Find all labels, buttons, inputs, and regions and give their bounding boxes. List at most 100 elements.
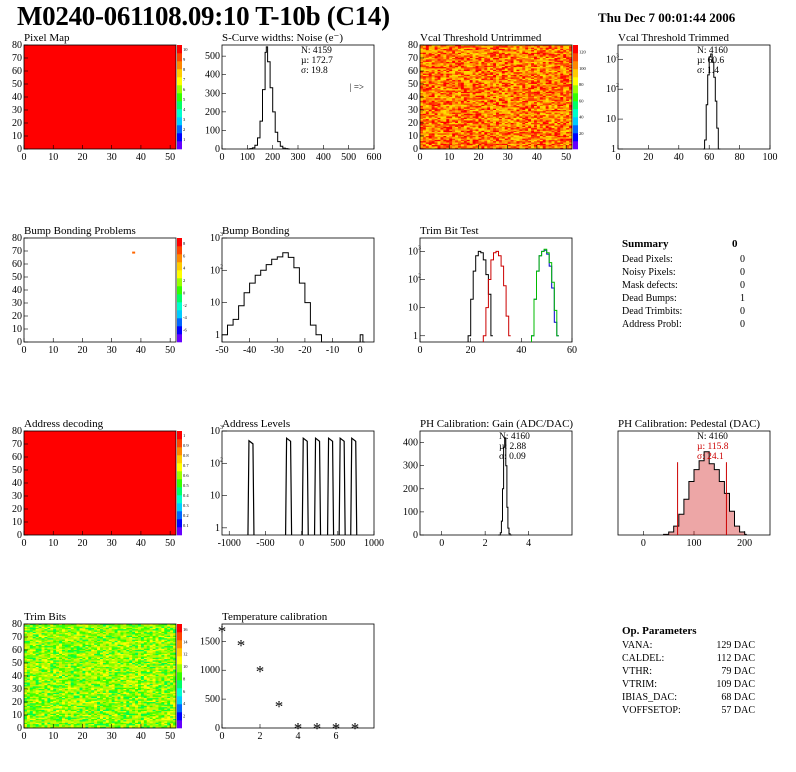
vcal-untrimmed-ytick-label: 0 [413, 144, 418, 155]
temperature-calibration-ytick-label: 500 [205, 694, 220, 705]
bump-bonding-problems-frame [23, 237, 177, 343]
scurve-widths-ytick-label: 100 [205, 125, 220, 136]
address-decoding-palette-tick: 1 [183, 433, 185, 438]
temperature-calibration-point: * [313, 719, 322, 738]
trim-bit-test-ytick-label: 10 [408, 246, 418, 257]
trim-bits-ytick-label: 50 [12, 658, 22, 669]
vcal-trimmed-stat: µ: 60.6 [697, 56, 724, 66]
bump-bonding-xtick-label: -10 [326, 345, 339, 356]
vcal-untrimmed-palette-tick: 20 [579, 131, 584, 136]
ph-gain-ytick-label: 100 [403, 507, 418, 518]
address-decoding-xtick-label: 50 [165, 538, 175, 549]
vcal-untrimmed-ytick-label: 70 [408, 53, 418, 64]
vcal-untrimmed-ytick-label: 30 [408, 105, 418, 116]
scurve-widths-xtick-label: 600 [367, 152, 382, 163]
trim-bit-test-xtick-label: 20 [466, 345, 476, 356]
bump-bonding-problems-title: Bump Bonding Problems [24, 225, 136, 237]
scurve-widths-xtick-label: 400 [316, 152, 331, 163]
scurve-widths-xtick-label: 200 [265, 152, 280, 163]
vcal-trimmed-ytick-label: 10 [606, 114, 616, 125]
scurve-widths-xtick-label: 100 [240, 152, 255, 163]
pixel-map-palette-tick: 2 [183, 127, 185, 132]
bump-bonding-ytick-label: 10 [210, 265, 220, 276]
scurve-widths-xtick-label: 500 [341, 152, 356, 163]
vcal-untrimmed-ytick-label: 10 [408, 131, 418, 142]
vcal-untrimmed-xtick-label: 0 [418, 152, 423, 163]
ph-pedestal-xtick-label: 0 [641, 538, 646, 549]
vcal-trimmed-xtick-label: 40 [674, 152, 684, 163]
trim-bits-xtick-label: 30 [107, 731, 117, 742]
vcal-trimmed-ytick-exp: 3 [616, 53, 619, 59]
address-levels-frame [221, 430, 375, 536]
scurve-widths-ytick-label: 0 [215, 144, 220, 155]
address-decoding-palette-tick: 0.1 [183, 523, 189, 528]
bump-bonding-problems-ytick-label: 10 [12, 324, 22, 335]
trim-bit-test-ytick-label: 1 [413, 331, 418, 342]
op-parameter-label: VANA: [622, 640, 652, 651]
trim-bit-test-series-0 [467, 250, 493, 342]
trim-bits-cells [24, 624, 177, 729]
vcal-untrimmed-palette: 20 40 60 80 100 120 [573, 45, 587, 150]
op-parameter-label: CALDEL: [622, 653, 664, 664]
vcal-trimmed-frame [617, 44, 771, 150]
bump-bonding-problems-xtick-label: 10 [48, 345, 58, 356]
scurve-widths-title: S-Curve widths: Noise (e⁻) [222, 32, 343, 44]
address-decoding-palette-tick: 0.3 [183, 503, 189, 508]
trim-bit-test-title: Trim Bit Test [420, 225, 479, 237]
op-parameter-label: VOFFSETOP: [622, 705, 681, 716]
ph-gain-ytick-label: 400 [403, 438, 418, 449]
vcal-trimmed-title: Vcal Threshold Trimmed [618, 32, 730, 44]
bump-bonding-ytick-label: 10 [210, 233, 220, 244]
trim-bits-title: Trim Bits [24, 611, 66, 623]
bump-bonding-ytick-label: 10 [210, 298, 220, 309]
address-decoding-palette-tick: 0.6 [183, 473, 189, 478]
address-decoding-xtick-label: 0 [22, 538, 27, 549]
address-decoding-xtick-label: 10 [48, 538, 58, 549]
address-decoding-palette-tick: 0.5 [183, 483, 189, 488]
summary-row-value: 0 [740, 306, 745, 317]
page-title: M0240-061108.09:10 T-10b (C14) [17, 1, 390, 31]
pixel-map-xtick-label: 10 [48, 152, 58, 163]
vcal-trimmed-ytick-label: 10 [606, 54, 616, 65]
pixel-map-fill [24, 45, 176, 149]
pixel-map-xtick-label: 20 [77, 152, 87, 163]
bump-bonding-problems-palette-tick: 6 [183, 253, 186, 258]
vcal-untrimmed-ytick-label: 60 [408, 66, 418, 77]
address-levels-ytick-label: 1 [215, 523, 220, 534]
vcal-untrimmed-ytick-label: 20 [408, 118, 418, 129]
bump-bonding-problems-palette-tick: 0 [183, 290, 186, 295]
address-decoding-ytick-label: 70 [12, 439, 22, 450]
summary-total: 0 [732, 238, 738, 250]
vcal-untrimmed-palette-tick: 60 [579, 98, 584, 103]
vcal-untrimmed-title: Vcal Threshold Untrimmed [420, 32, 542, 44]
pixel-map-palette-tick: 9 [183, 57, 186, 62]
pixel-map-ytick-label: 0 [17, 144, 22, 155]
address-levels-spike [301, 436, 309, 536]
temperature-calibration-xtick-label: 6 [334, 731, 339, 742]
trim-bits-xtick-label: 50 [165, 731, 175, 742]
pixel-map-palette-tick: 1 [183, 137, 185, 142]
bump-bonding-title: Bump Bonding [222, 225, 290, 237]
pixel-map-title: Pixel Map [24, 32, 70, 44]
trim-bits-ytick-label: 70 [12, 632, 22, 643]
vcal-trimmed-xtick-label: 100 [763, 152, 778, 163]
bump-bonding-problems-xtick-label: 30 [107, 345, 117, 356]
summary-row-value: 0 [740, 280, 745, 291]
temperature-calibration-ytick-label: 1000 [200, 665, 220, 676]
pixel-map-palette: 1 2 3 4 5 6 7 8 9 10 [177, 45, 188, 150]
bump-bonding-problems-palette-tick: 2 [183, 278, 185, 283]
address-decoding-xtick-label: 30 [107, 538, 117, 549]
address-levels-xtick-label: 1000 [364, 538, 384, 549]
address-levels-xtick-label: 0 [299, 538, 304, 549]
bump-bonding-problems-ytick-label: 60 [12, 259, 22, 270]
trim-bit-test-xtick-label: 40 [516, 345, 526, 356]
trim-bit-test-series-3 [531, 248, 559, 342]
scurve-widths-note: | => [350, 82, 364, 92]
bump-bonding-problems-palette-tick: 8 [183, 241, 186, 246]
vcal-trimmed-ytick-label: 10 [606, 84, 616, 95]
trim-bit-test-ytick-label: 10 [408, 303, 418, 314]
ph-pedestal-xtick-label: 100 [687, 538, 702, 549]
bump-bonding-problems-ytick-label: 80 [12, 233, 22, 244]
